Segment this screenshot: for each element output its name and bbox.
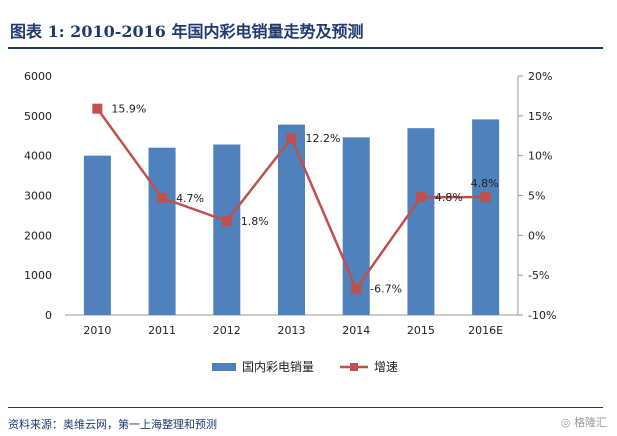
footer-rule xyxy=(8,407,603,408)
legend-swatch-bar xyxy=(212,363,236,371)
bar-series xyxy=(83,119,500,315)
growth-data-label: 12.2% xyxy=(306,132,341,145)
bar-2016E xyxy=(472,119,500,315)
right-tick-label: 0% xyxy=(528,229,545,242)
bar-2015 xyxy=(407,128,435,315)
x-tick-label: 2014 xyxy=(342,324,370,337)
growth-data-labels: 15.9% 4.7% 1.8% 12.2% -6.7% 4.8% 4.8% xyxy=(111,103,498,296)
watermark: ◎ 格隆汇 xyxy=(561,414,607,430)
combo-chart: 0 1000 2000 3000 4000 5000 6000 -10% -5% 0% 5% 10%… xyxy=(24,70,556,374)
left-tick-label: 1000 xyxy=(24,269,52,282)
growth-data-label: 1.8% xyxy=(241,215,269,228)
legend-label-bar: 国内彩电销量 xyxy=(242,360,314,374)
x-tick-label: 2013 xyxy=(278,324,306,337)
left-tick-label: 5000 xyxy=(24,110,52,123)
growth-data-label: -6.7% xyxy=(370,283,402,296)
growth-point-2014 xyxy=(351,283,362,294)
bar-2011 xyxy=(148,147,176,315)
bar-2012 xyxy=(213,144,241,315)
left-axis-ticks: 0 1000 2000 3000 4000 5000 6000 xyxy=(24,70,52,322)
right-tick-label: 20% xyxy=(528,70,552,83)
growth-data-label: 4.7% xyxy=(176,192,204,205)
source-note: 资料来源：奥维云网，第一上海整理和预测 xyxy=(8,418,217,431)
right-tick-label: 5% xyxy=(528,190,545,203)
x-axis-ticks: 2010 2011 2012 2013 2014 2015 2016E xyxy=(83,324,503,337)
chart-title: 图表 1: 2010-2016 年国内彩电销量走势及预测 xyxy=(10,22,364,41)
bar-2013 xyxy=(278,124,305,315)
left-tick-label: 6000 xyxy=(24,70,52,83)
legend-swatch-marker xyxy=(350,363,358,371)
x-tick-label: 2011 xyxy=(148,324,176,337)
right-tick-label: 15% xyxy=(528,110,552,123)
growth-markers xyxy=(92,103,491,294)
title-underline xyxy=(8,47,603,49)
left-tick-label: 2000 xyxy=(24,229,52,242)
growth-point-2011 xyxy=(157,192,168,203)
bar-2010 xyxy=(83,155,111,315)
growth-point-2013 xyxy=(286,133,297,144)
legend: 国内彩电销量 增速 xyxy=(212,360,398,374)
right-tick-label: 10% xyxy=(528,150,552,163)
growth-point-2016E xyxy=(480,192,491,203)
x-tick-label: 2015 xyxy=(407,324,435,337)
left-tick-label: 0 xyxy=(45,309,52,322)
left-tick-label: 4000 xyxy=(24,150,52,163)
growth-data-label: 4.8% xyxy=(471,177,499,190)
legend-label-line: 增速 xyxy=(374,360,398,374)
x-tick-label: 2010 xyxy=(83,324,111,337)
watermark-icon: ◎ xyxy=(560,416,571,429)
right-axis-ticks: -10% -5% 0% 5% 10% 15% 20% xyxy=(518,70,556,322)
growth-point-2010 xyxy=(92,103,103,114)
growth-point-2015 xyxy=(415,192,426,203)
x-tick-label: 2012 xyxy=(213,324,241,337)
x-tick-label: 2016E xyxy=(468,324,503,337)
right-tick-label: -5% xyxy=(528,269,549,282)
growth-data-label: 15.9% xyxy=(111,103,146,116)
left-tick-label: 3000 xyxy=(24,190,52,203)
growth-data-label: 4.8% xyxy=(435,191,463,204)
watermark-text: 格隆汇 xyxy=(574,416,607,429)
growth-point-2012 xyxy=(221,215,232,226)
right-tick-label: -10% xyxy=(528,309,556,322)
